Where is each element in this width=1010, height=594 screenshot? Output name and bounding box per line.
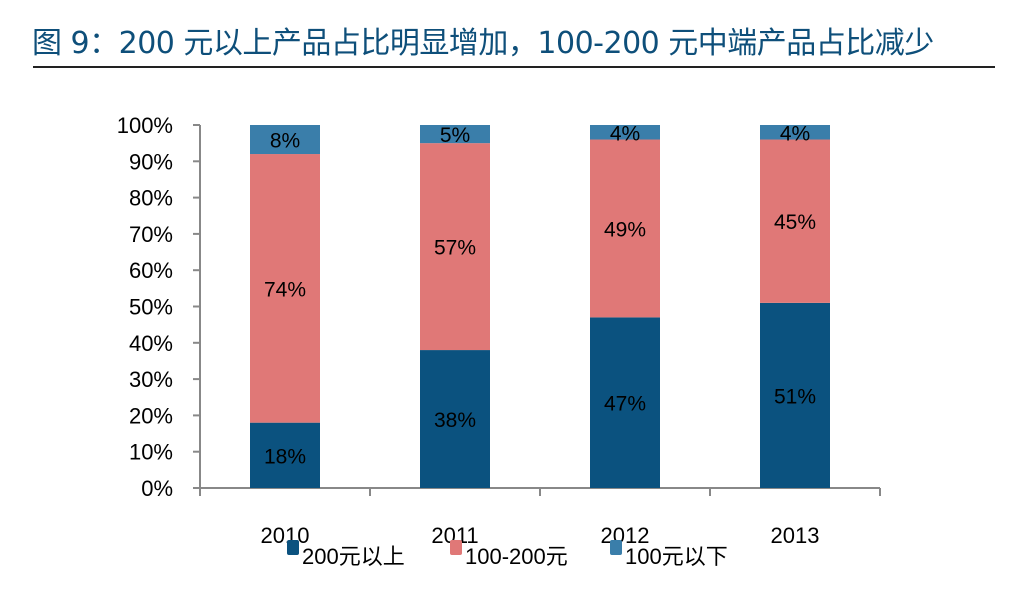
data-label: 18% xyxy=(264,445,306,468)
y-tick-label: 10% xyxy=(129,440,173,465)
y-tick-label: 60% xyxy=(129,258,173,283)
x-tick-label: 2010 xyxy=(261,523,310,548)
legend-swatch xyxy=(287,540,299,555)
legend-swatch xyxy=(450,540,462,555)
data-label: 4% xyxy=(780,122,810,145)
data-label: 8% xyxy=(270,130,300,153)
data-label: 5% xyxy=(440,124,470,147)
y-tick-label: 50% xyxy=(129,295,173,320)
legend-label: 100-200元 xyxy=(465,544,568,569)
y-tick-label: 20% xyxy=(129,403,173,428)
data-label: 49% xyxy=(604,218,646,241)
data-label: 57% xyxy=(434,237,476,260)
data-label: 47% xyxy=(604,393,646,416)
x-tick-label: 2013 xyxy=(771,523,820,548)
data-label: 4% xyxy=(610,122,640,145)
bar-segment xyxy=(250,154,320,423)
x-tick-label: 2012 xyxy=(601,523,650,548)
legend-swatch xyxy=(610,540,622,555)
y-tick-label: 0% xyxy=(141,476,173,501)
bar-segment xyxy=(420,350,490,488)
bar-segment xyxy=(420,125,490,144)
bar-segment xyxy=(590,317,660,488)
data-label: 45% xyxy=(774,211,816,234)
data-label: 51% xyxy=(774,385,816,408)
y-tick-label: 30% xyxy=(129,367,173,392)
bar-segment xyxy=(760,302,830,488)
bar-segment xyxy=(590,125,660,140)
legend-label: 200元以上 xyxy=(302,544,405,569)
bar-segment xyxy=(760,125,830,140)
y-tick-label: 90% xyxy=(129,149,173,174)
bar-segment xyxy=(760,139,830,303)
legend-label: 100元以下 xyxy=(625,544,728,569)
bar-segment xyxy=(420,143,490,351)
title-divider xyxy=(33,66,995,68)
data-label: 74% xyxy=(264,278,306,301)
bar-segment xyxy=(250,422,320,488)
y-tick-label: 40% xyxy=(129,331,173,356)
y-tick-label: 100% xyxy=(117,113,173,138)
data-label: 38% xyxy=(434,409,476,432)
y-tick-label: 80% xyxy=(129,186,173,211)
bar-segment xyxy=(250,125,320,155)
bar-segment xyxy=(590,139,660,318)
y-tick-label: 70% xyxy=(129,222,173,247)
figure-title: 图 9：200 元以上产品占比明显增加，100-200 元中端产品占比减少 xyxy=(32,26,934,61)
